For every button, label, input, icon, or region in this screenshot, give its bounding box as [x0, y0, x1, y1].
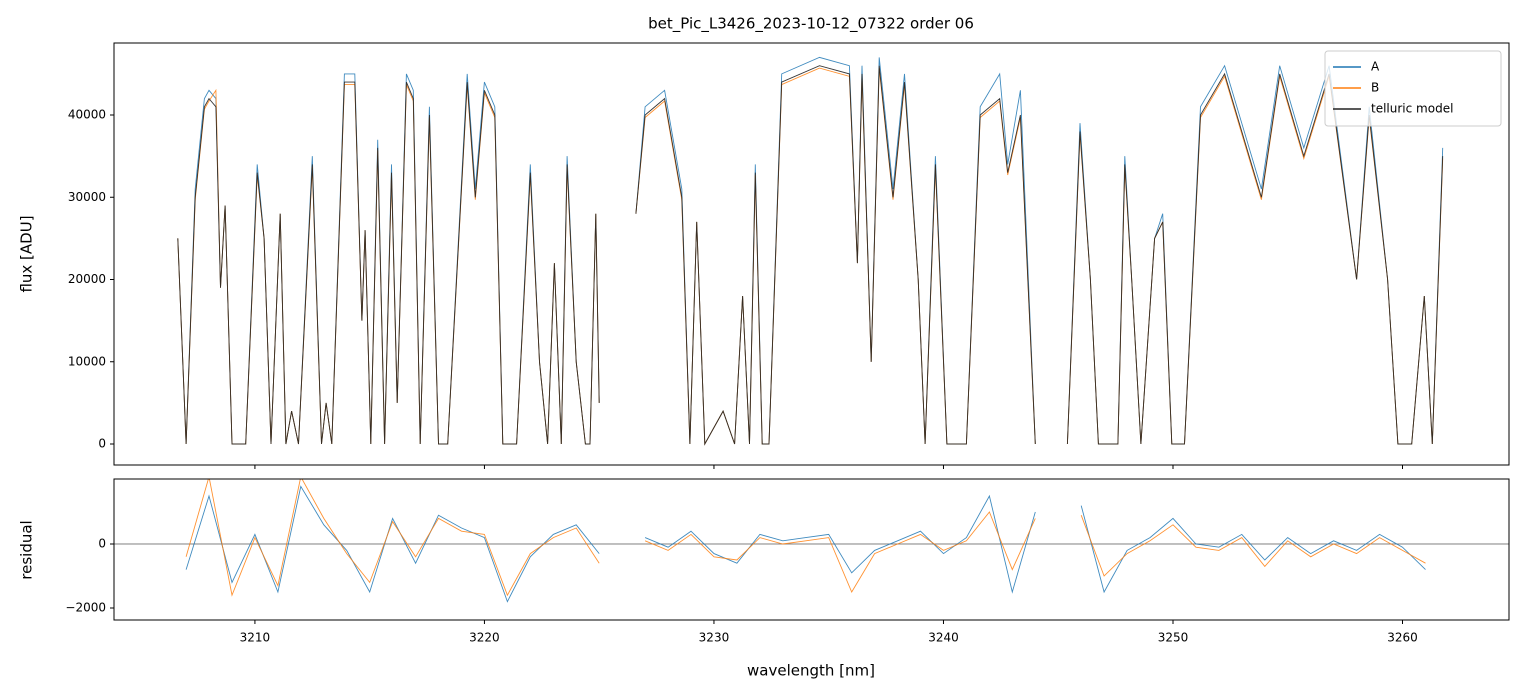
x-tick-label: 3260	[1387, 631, 1418, 645]
series-line	[185, 485, 1426, 603]
x-axis-label: wavelength [nm]	[747, 662, 875, 680]
x-tick-label: 3250	[1158, 631, 1189, 645]
y-axis-label: flux [ADU]	[18, 215, 36, 292]
legend-box	[1324, 50, 1502, 127]
x-tick-label: 3240	[928, 631, 959, 645]
axes-frame	[113, 42, 1510, 466]
y-tick-label: 0	[98, 536, 106, 550]
y-tick-label: 40000	[68, 108, 106, 122]
y-tick-label: −2000	[65, 600, 106, 614]
y-tick-label: 10000	[68, 354, 106, 368]
y-tick-label: 20000	[68, 272, 106, 286]
x-tick-label: 3230	[699, 631, 730, 645]
plot-area	[114, 479, 1509, 603]
legend-label: B	[1371, 81, 1379, 95]
x-tick-label: 3220	[469, 631, 500, 645]
axes-frame	[113, 478, 1510, 621]
plot-area	[177, 56, 1444, 446]
series-line	[177, 65, 1444, 446]
series-line	[185, 479, 1426, 597]
y-tick-label: 30000	[68, 190, 106, 204]
legend-label: telluric model	[1371, 102, 1453, 116]
x-tick-label: 3210	[240, 631, 271, 645]
legend-label: A	[1371, 60, 1380, 74]
y-axis-label: residual	[18, 520, 36, 579]
chart-title: bet_Pic_L3426_2023-10-12_07322 order 06	[648, 15, 974, 34]
y-tick-label: 0	[98, 437, 106, 451]
